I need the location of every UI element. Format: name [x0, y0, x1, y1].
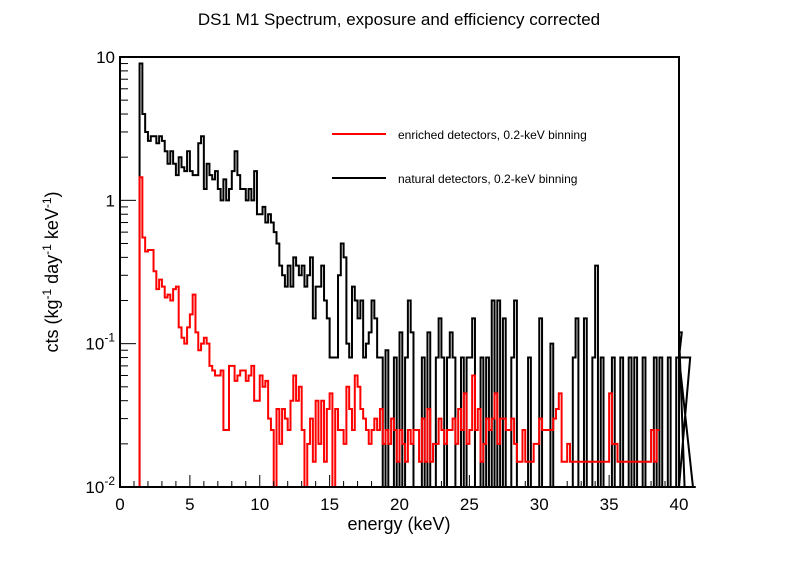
x-axis-label: energy (keV) [347, 514, 450, 534]
chart-title: DS1 M1 Spectrum, exposure and efficiency… [198, 10, 600, 29]
y-axis-label: cts (kg-1 day-1 keV-1) [40, 191, 62, 352]
x-axis-ticks: 0 5 10 15 20 25 30 35 40 [115, 475, 688, 514]
y-label-part: ) [42, 191, 62, 197]
x-tick-label: 15 [320, 495, 339, 514]
legend-label-enriched: enriched detectors, 0.2-keV binning [398, 128, 587, 142]
x-tick-label: 35 [600, 495, 619, 514]
x-tick-label: 10 [250, 495, 269, 514]
y-tick-label: 10 [96, 48, 115, 67]
x-tick-label: 0 [115, 495, 124, 514]
series-line-enriched [138, 176, 660, 488]
legend: enriched detectors, 0.2-keV binning natu… [332, 128, 587, 186]
y-label-sup: -1 [40, 244, 54, 255]
y-axis-ticks: 10-2 10-1 1 10 [85, 48, 136, 497]
x-tick-label: 20 [390, 495, 409, 514]
y-label-sup: -1 [40, 197, 54, 208]
x-tick-label: 25 [460, 495, 479, 514]
y-label-part: keV [42, 208, 62, 244]
x-tick-label: 40 [670, 495, 689, 514]
x-tick-label: 5 [185, 495, 194, 514]
y-tick-label: 10-1 [85, 331, 115, 354]
y-tick-label: 10-2 [85, 474, 115, 497]
y-label-part: day [42, 255, 62, 289]
y-tick-label: 1 [106, 191, 115, 210]
legend-label-natural: natural detectors, 0.2-keV binning [398, 172, 577, 186]
y-label-part: cts (kg [42, 300, 62, 353]
x-tick-label: 30 [530, 495, 549, 514]
y-label-sup: -1 [40, 289, 54, 300]
